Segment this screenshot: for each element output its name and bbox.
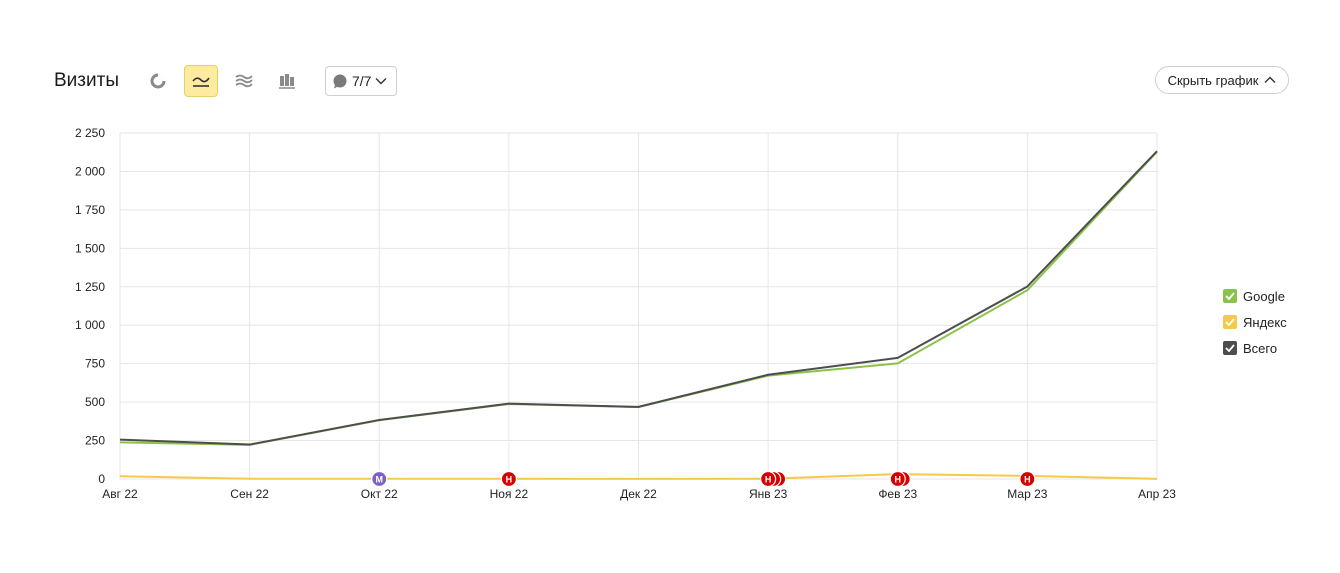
y-tick-label: 500 [85,395,105,409]
x-tick-label: Авг 22 [102,487,138,501]
series-line-Всего [119,150,1158,446]
annotation-dot [760,470,777,488]
chart-title: Визиты [54,70,119,91]
chart-legend: Google Яндекс Всего [1223,283,1287,361]
area-chart-button[interactable] [227,65,261,97]
x-tick-label: Апр 23 [1138,487,1176,501]
pie-chart-icon [150,73,166,89]
checkbox-checked-icon[interactable] [1223,315,1237,329]
x-tick-label: Ноя 22 [490,487,529,501]
annotation-dot [371,470,388,488]
x-axis: Авг 22 Сен 22 Окт 22 Ноя 22 Дек 22 Янв 23 Фев … [102,487,1176,501]
chart-series [119,150,1158,480]
legend-item-Google[interactable]: Google [1223,283,1287,309]
annotation-label: М [376,475,384,485]
y-tick-label: 2 000 [75,164,105,178]
y-tick-label: 1 500 [75,241,105,255]
y-tick-label: 0 [98,472,105,486]
x-tick-label: Сен 22 [230,487,269,501]
hide-chart-label: Скрыть график [1167,72,1259,88]
pie-chart-button[interactable] [141,65,175,97]
annotation-dot [500,470,517,488]
hide-chart-button[interactable]: Скрыть график [1155,66,1289,94]
y-tick-label: 1 750 [75,203,105,217]
annotation-label: Н [895,475,902,485]
legend-label: Google [1243,288,1285,304]
notes-filter-button[interactable]: 7/7 [324,66,398,96]
x-tick-label: Дек 22 [620,487,657,501]
y-tick-label: 250 [85,434,105,448]
annotation-marker[interactable]: Н [1019,470,1036,488]
legend-item-Яндекс[interactable]: Яндекс [1223,309,1287,335]
chart-header: Визиты 7/7 [54,64,398,98]
y-tick-label: 1 000 [75,318,105,332]
annotation-dot [889,470,906,488]
legend-label: Яндекс [1243,314,1287,330]
bar-chart-icon [278,74,295,89]
notes-count: 7/7 [351,73,372,89]
x-tick-label: Мар 23 [1007,487,1047,501]
chevron-down-icon [375,78,387,85]
checkbox-checked-icon[interactable] [1223,289,1237,303]
series-line-Яндекс [119,473,1158,480]
annotation-marker[interactable]: Н [760,470,787,488]
x-tick-label: Окт 22 [361,487,398,501]
annotation-marker[interactable]: Н [889,470,911,488]
y-tick-label: 1 250 [75,280,105,294]
x-tick-label: Фев 23 [878,487,917,501]
area-chart-icon [235,74,253,88]
y-axis: 0 250 500 750 1 000 1 250 1 500 1 750 2 000 2 250 [75,126,105,486]
comment-icon [333,74,347,88]
x-tick-label: Янв 23 [749,487,788,501]
chevron-up-icon [1264,76,1276,83]
annotation-dot [1019,470,1036,488]
chart-grid [119,132,1158,480]
annotation-marker[interactable]: М [371,470,388,488]
bar-chart-button[interactable] [270,65,304,97]
annotation-label: Н [1024,475,1031,485]
y-tick-label: 2 250 [75,126,105,140]
checkbox-checked-icon[interactable] [1223,341,1237,355]
y-tick-label: 750 [85,357,105,371]
line-chart-icon [192,77,210,87]
annotation-label: Н [506,475,513,485]
line-chart-button[interactable] [183,65,218,97]
legend-label: Всего [1243,340,1278,356]
legend-item-Всего[interactable]: Всего [1223,335,1287,361]
annotation-label: Н [765,475,772,485]
annotation-marker[interactable]: Н [500,470,517,488]
